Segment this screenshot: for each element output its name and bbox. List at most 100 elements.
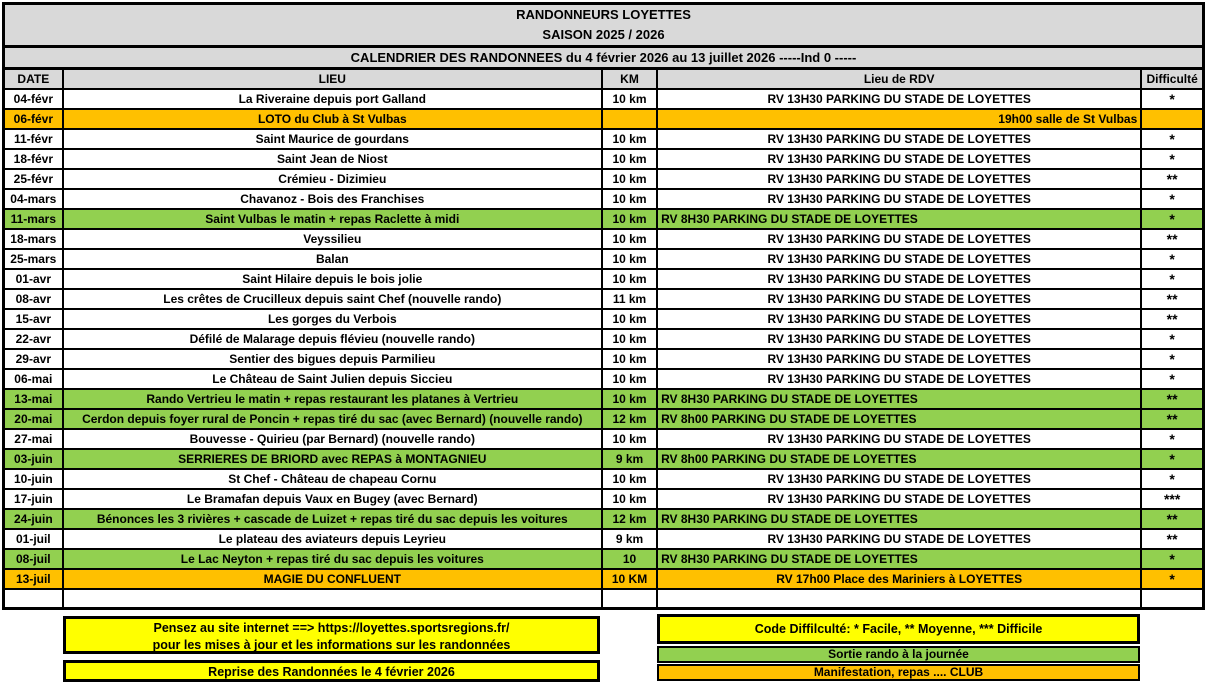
table-row: 08-juil Le Lac Neyton + repas tiré du sac… [2, 547, 1205, 570]
cell-rdv: RV 13H30 PARKING DU STADE DE LOYETTES [656, 267, 1143, 290]
table-row: 04-mars Chavanoz - Bois des Franchises 10 … [2, 187, 1205, 210]
cell-rdv: 19h00 salle de St Vulbas [656, 107, 1143, 130]
cell-km: 10 km [600, 187, 659, 210]
cell-diff: * [1140, 327, 1205, 350]
cell-lieu: Les gorges du Verbois [61, 307, 603, 330]
table-row: 15-avr Les gorges du Verbois 10 km RV 13H30… [2, 307, 1205, 330]
cell-rdv: RV 13H30 PARKING DU STADE DE LOYETTES [656, 427, 1143, 450]
cell-rdv: RV 13H30 PARKING DU STADE DE LOYETTES [656, 87, 1143, 110]
table-row: 04-févr La Riveraine depuis port Galland 1… [2, 87, 1205, 110]
table-row: 27-mai Bouvesse - Quirieu (par Bernard) (… [2, 427, 1205, 450]
table-row: 25-févr Crémieu - Dizimieu 10 km RV 13H30 P… [2, 167, 1205, 190]
cell-diff: * [1140, 207, 1205, 230]
legend-full-day-bar: Sortie rando à la journée [657, 646, 1140, 663]
cell-km: 11 km [600, 287, 659, 310]
cell-rdv: RV 13H30 PARKING DU STADE DE LOYETTES [656, 287, 1143, 310]
cell-date: 22-avr [2, 327, 64, 350]
table-row: 11-mars Saint Vulbas le matin + repas Rac… [2, 207, 1205, 230]
cell-rdv: RV 8H30 PARKING DU STADE DE LOYETTES [656, 207, 1143, 230]
cell-date: 13-juil [2, 567, 64, 590]
cell-date: 11-févr [2, 127, 64, 150]
cell-diff: * [1140, 187, 1205, 210]
cell-lieu: Défilé de Malarage depuis flévieu (nouve… [61, 327, 603, 350]
cell-lieu: Balan [61, 247, 603, 270]
table-row: 06-févr LOTO du Club à St Vulbas 19h00 sal… [2, 107, 1205, 130]
cell-rdv: RV 13H30 PARKING DU STADE DE LOYETTES [656, 327, 1143, 350]
cell-km: 10 km [600, 347, 659, 370]
cell-diff: * [1140, 447, 1205, 470]
calendar-table: RANDONNEURS LOYETTES SAISON 2025 / 2026 … [2, 2, 1205, 610]
cell-diff: *** [1140, 487, 1205, 510]
cell-rdv: RV 17h00 Place des Mariniers à LOYETTES [656, 567, 1143, 590]
cell-km: 10 km [600, 427, 659, 450]
cell-diff: * [1140, 347, 1205, 370]
cell-km: 10 km [600, 127, 659, 150]
table-row: 20-mai Cerdon depuis foyer rural de Ponci… [2, 407, 1205, 430]
cell-lieu: LOTO du Club à St Vulbas [61, 107, 603, 130]
cell-date: 17-juin [2, 487, 64, 510]
cell-date: 08-juil [2, 547, 64, 570]
table-row: 03-juin SERRIERES DE BRIORD avec REPAS à … [2, 447, 1205, 470]
cell-lieu: Rando Vertrieu le matin + repas restaura… [61, 387, 603, 410]
cell-diff [1140, 107, 1205, 130]
cell-date: 15-avr [2, 307, 64, 330]
cell-date: 25-mars [2, 247, 64, 270]
cell-rdv: RV 13H30 PARKING DU STADE DE LOYETTES [656, 347, 1143, 370]
cell-diff: * [1140, 127, 1205, 150]
cell-rdv: RV 13H30 PARKING DU STADE DE LOYETTES [656, 167, 1143, 190]
website-note-box: Pensez au site internet ==> https://loye… [63, 616, 600, 654]
cell-rdv: RV 13H30 PARKING DU STADE DE LOYETTES [656, 467, 1143, 490]
cell-km: 10 km [600, 387, 659, 410]
cell-lieu: Les crêtes de Crucilleux depuis saint Ch… [61, 287, 603, 310]
cell-date: 25-févr [2, 167, 64, 190]
cell-date: 24-juin [2, 507, 64, 530]
cell-lieu: Bénonces les 3 rivières + cascade de Lui… [61, 507, 603, 530]
cell-km: 10 km [600, 167, 659, 190]
cell-km: 12 km [600, 407, 659, 430]
cell-diff: * [1140, 267, 1205, 290]
cell-km: 10 km [600, 247, 659, 270]
col-header-difficulte: Difficulté [1140, 67, 1205, 90]
cell-diff: * [1140, 247, 1205, 270]
rando-rows: 04-févr La Riveraine depuis port Galland 1… [2, 87, 1205, 590]
cell-rdv: RV 8H30 PARKING DU STADE DE LOYETTES [656, 547, 1143, 570]
table-row: 17-juin Le Bramafan depuis Vaux en Bugey … [2, 487, 1205, 510]
cell-km: 10 km [600, 267, 659, 290]
cell-diff: ** [1140, 507, 1205, 530]
calendar-subtitle: CALENDRIER DES RANDONNEES du 4 février 2… [2, 45, 1205, 70]
cell-diff: ** [1140, 227, 1205, 250]
cell-km: 10 km [600, 227, 659, 250]
table-row: 22-avr Défilé de Malarage depuis flévieu … [2, 327, 1205, 350]
table-row: 13-mai Rando Vertrieu le matin + repas re… [2, 387, 1205, 410]
cell-rdv: RV 13H30 PARKING DU STADE DE LOYETTES [656, 127, 1143, 150]
cell-rdv: RV 8H30 PARKING DU STADE DE LOYETTES [656, 507, 1143, 530]
table-row: 08-avr Les crêtes de Crucilleux depuis sa… [2, 287, 1205, 310]
cell-lieu: Crémieu - Dizimieu [61, 167, 603, 190]
legend-club-event-bar: Manifestation, repas .... CLUB [657, 664, 1140, 681]
cell-lieu: Saint Hilaire depuis le bois jolie [61, 267, 603, 290]
column-header-row: DATE LIEU KM Lieu de RDV Difficulté [2, 67, 1205, 90]
cell-km: 10 km [600, 467, 659, 490]
title-block: RANDONNEURS LOYETTES SAISON 2025 / 2026 [2, 2, 1205, 48]
cell-date: 27-mai [2, 427, 64, 450]
cell-lieu: Le Lac Neyton + repas tiré du sac depuis… [61, 547, 603, 570]
cell-date: 06-mai [2, 367, 64, 390]
cell-lieu: Veyssilieu [61, 227, 603, 250]
cell-date: 03-juin [2, 447, 64, 470]
calendar-subtitle-row: CALENDRIER DES RANDONNEES du 4 février 2… [2, 45, 1205, 70]
table-row: 13-juil MAGIE DU CONFLUENT 10 KM RV 17h00 P… [2, 567, 1205, 590]
cell-lieu: Sentier des bigues depuis Parmilieu [61, 347, 603, 370]
cell-date: 18-févr [2, 147, 64, 170]
col-header-date: DATE [2, 67, 64, 90]
cell-lieu: Bouvesse - Quirieu (par Bernard) (nouvel… [61, 427, 603, 450]
cell-lieu: La Riveraine depuis port Galland [61, 87, 603, 110]
cell-lieu: St Chef - Château de chapeau Cornu [61, 467, 603, 490]
reprise-note-box: Reprise des Randonnées le 4 février 2026 [63, 660, 600, 682]
website-note-line2: pour les mises à jour et les information… [152, 638, 511, 652]
cell-rdv: RV 13H30 PARKING DU STADE DE LOYETTES [656, 227, 1143, 250]
col-header-rdv: Lieu de RDV [656, 67, 1143, 90]
cell-km: 9 km [600, 447, 659, 470]
cell-lieu: Cerdon depuis foyer rural de Poncin + re… [61, 407, 603, 430]
cell-km: 10 km [600, 87, 659, 110]
table-row: 25-mars Balan 10 km RV 13H30 PARKING DU STA… [2, 247, 1205, 270]
